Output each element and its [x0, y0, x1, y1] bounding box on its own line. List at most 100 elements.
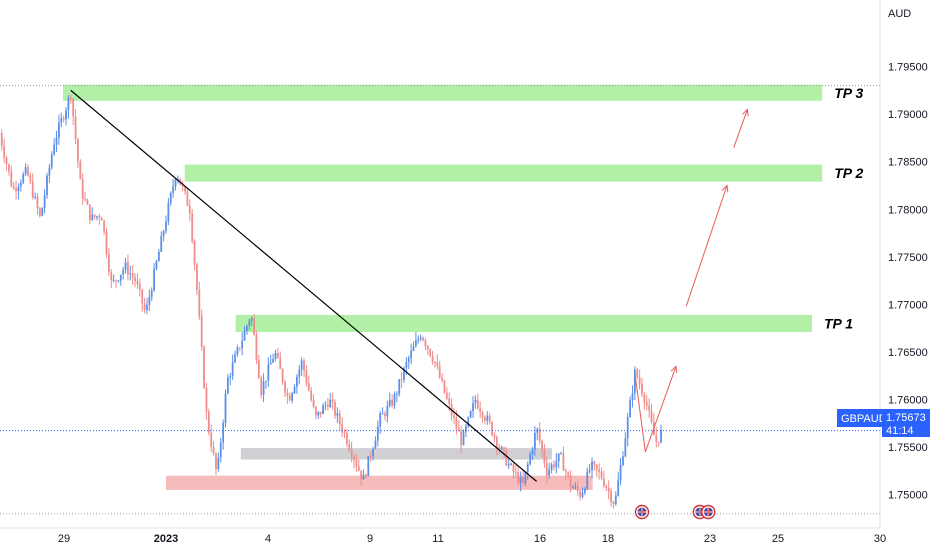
- plot-area[interactable]: TP 3 TP 2 TP 1: [0, 84, 880, 515]
- price-axis[interactable]: AUD 1.750001.755001.760001.765001.770001…: [837, 0, 930, 528]
- candle-body: [607, 488, 610, 492]
- candle-body: [541, 440, 543, 451]
- candle-body: [162, 231, 165, 236]
- candle-body: [341, 424, 344, 433]
- candle-body: [562, 453, 565, 471]
- candle-body: [262, 381, 265, 395]
- candle-body: [343, 432, 346, 434]
- candle-body: [586, 471, 589, 489]
- candle-body: [600, 471, 603, 479]
- zone-label-tp3: TP 3: [834, 85, 863, 101]
- candle-body: [512, 463, 515, 472]
- candle-body: [569, 475, 572, 488]
- candle-body: [148, 297, 151, 305]
- candle-body: [486, 415, 489, 421]
- candle-body: [460, 431, 463, 446]
- candle-body: [514, 471, 517, 473]
- candle-body: [105, 231, 108, 255]
- projection-arrow[interactable]: [685, 184, 729, 307]
- candle-body: [60, 118, 63, 123]
- candle-body: [407, 357, 410, 363]
- candle-body: [253, 318, 255, 335]
- candle-body: [229, 376, 232, 378]
- candle-body: [296, 376, 298, 387]
- candle-body: [367, 456, 370, 477]
- candle-body: [495, 437, 498, 448]
- zone-label-tp2: TP 2: [834, 165, 863, 181]
- candle-body: [93, 214, 96, 218]
- candle-body: [58, 122, 60, 138]
- candle-body: [274, 352, 277, 359]
- time-axis[interactable]: 29 2023 4 9 11 16 18 23 25 30: [0, 527, 886, 545]
- candle-body: [255, 334, 258, 361]
- zone-tp1: [235, 314, 812, 333]
- candle-body: [110, 271, 113, 281]
- candle-body: [448, 398, 451, 404]
- candle-body: [217, 457, 220, 469]
- candle-body: [550, 464, 553, 470]
- candle-body: [177, 178, 179, 180]
- candle-body: [481, 412, 484, 418]
- candle-body: [310, 390, 313, 401]
- candle-body: [631, 393, 634, 400]
- candle-body: [43, 195, 46, 208]
- candle-body: [186, 191, 189, 206]
- candle-body: [655, 435, 658, 442]
- candle-body: [467, 417, 470, 427]
- candle-body: [531, 449, 534, 455]
- candle-body: [457, 428, 460, 432]
- candle-body: [334, 401, 336, 416]
- candle-body: [498, 447, 501, 449]
- candle-body: [614, 495, 617, 505]
- candle-body: [146, 304, 148, 310]
- y-tick-label: 1.77500: [888, 252, 928, 264]
- candle-body: [224, 393, 227, 423]
- candle-body: [605, 485, 608, 489]
- zone-3: [240, 448, 552, 460]
- trendline[interactable]: [70, 89, 537, 482]
- candle-body: [426, 346, 429, 350]
- candle-body: [365, 474, 367, 477]
- candle-body: [22, 174, 25, 183]
- candle-body: [331, 399, 334, 402]
- uk-flag-icon[interactable]: [701, 504, 716, 520]
- candle-body: [648, 405, 651, 411]
- candle-body: [624, 438, 627, 457]
- symbol-tag-bg: [837, 409, 883, 427]
- candle-body: [629, 399, 631, 418]
- x-tick-labels: 29 2023 4 9 11 16 18 23 25 30: [58, 533, 886, 545]
- zone-label-tp1: TP 1: [824, 315, 853, 331]
- candle-body: [438, 366, 441, 378]
- candle-body: [636, 369, 639, 378]
- candle-body: [548, 469, 551, 476]
- candle-body: [398, 379, 401, 394]
- candle-body: [226, 377, 229, 394]
- candle-body: [415, 340, 417, 347]
- candle-body: [503, 447, 505, 451]
- candle-body: [545, 463, 548, 476]
- candle-body: [160, 235, 163, 252]
- event-markers[interactable]: [634, 504, 716, 520]
- candle-body: [412, 346, 415, 351]
- candle-body: [434, 361, 436, 363]
- candle-body: [136, 281, 139, 285]
- uk-flag-icon[interactable]: [634, 504, 650, 520]
- candle-body: [29, 175, 32, 182]
- candle-body: [119, 274, 122, 281]
- x-tick-label: 2023: [154, 533, 178, 545]
- candle-body: [303, 360, 305, 371]
- candle-body: [391, 399, 393, 406]
- x-tick-label: 4: [265, 533, 271, 545]
- candle-body: [234, 354, 236, 363]
- candle-body: [34, 196, 36, 198]
- projection-arrow[interactable]: [644, 365, 678, 453]
- candle-body: [69, 97, 72, 99]
- candle-body: [555, 461, 558, 468]
- y-tick-label: 1.76000: [888, 395, 928, 407]
- candle-body: [376, 426, 379, 441]
- candle-body: [519, 476, 522, 484]
- candle-body: [141, 289, 144, 304]
- projection-arrow[interactable]: [733, 108, 749, 148]
- candle-body: [329, 399, 332, 407]
